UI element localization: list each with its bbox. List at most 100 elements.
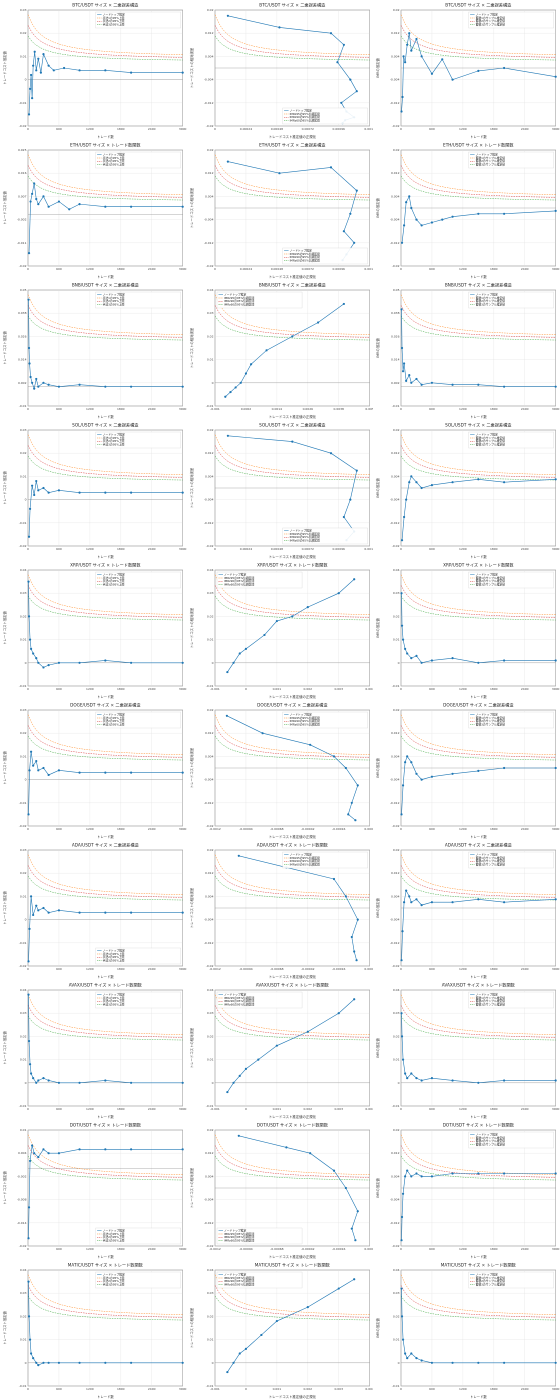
y-tick-label: -0.02 bbox=[19, 544, 27, 548]
y-tick-label: 0.02 bbox=[206, 1314, 213, 1318]
chart-title: AVAX/USDT サイズ × トレード数関数 bbox=[255, 982, 329, 989]
legend-label: IMRz60の95%信頼区間 bbox=[289, 118, 319, 122]
legend-label: ノードトップ推定 bbox=[103, 713, 125, 717]
data-point bbox=[37, 909, 40, 912]
data-point bbox=[27, 993, 30, 996]
x-tick-label: 0.0012 bbox=[364, 267, 373, 271]
y-tick-label: 0.02 bbox=[206, 148, 213, 152]
chart-panel: MATIC/USDT サイズ × トレード数関数 -0.001 0 0.001 0.00… bbox=[189, 1262, 374, 1399]
data-point bbox=[244, 372, 247, 375]
y-tick-label: 0.03 bbox=[393, 1291, 400, 1295]
data-point bbox=[554, 209, 558, 212]
data-point bbox=[28, 507, 32, 510]
y-tick-label: -0.02 bbox=[19, 264, 27, 268]
legend-label: ノードトップ推定 bbox=[476, 1133, 498, 1137]
plot-frame bbox=[214, 1269, 370, 1387]
data-point bbox=[29, 375, 32, 379]
y-tick-label: -0.004 bbox=[204, 78, 214, 82]
y-tick-label: -0.02 bbox=[392, 964, 400, 968]
data-point bbox=[554, 898, 558, 901]
x-tick-label: 1800 bbox=[490, 967, 498, 971]
chart-panel: ETH/USDT サイズ × トレード数関数 0 600 1200 1800 2400 30… bbox=[375, 142, 560, 279]
plot-frame bbox=[27, 989, 183, 1107]
data-point bbox=[130, 71, 133, 74]
x-tick-label: 1200 bbox=[459, 687, 467, 691]
y-tick-label: -0.002 bbox=[17, 1174, 27, 1178]
data-point bbox=[410, 901, 413, 904]
data-point bbox=[400, 1239, 403, 1242]
y-axis-label: IMRの推定値 bbox=[375, 1038, 380, 1058]
y-tick-label: 0.01 bbox=[206, 638, 213, 642]
x-axis-label: トレードコスト推定値の正規化 bbox=[268, 134, 316, 139]
reference-curve bbox=[214, 154, 370, 195]
data-point bbox=[35, 197, 38, 201]
x-tick-label: 0 bbox=[400, 267, 402, 271]
data-point bbox=[337, 592, 340, 595]
data-point bbox=[225, 714, 228, 717]
chart-title: MATIC/USDT サイズ × トレード数関数 bbox=[254, 1262, 330, 1269]
reference-curve bbox=[401, 1005, 556, 1038]
legend-label: ノードトップ推定 bbox=[289, 108, 311, 112]
plot-frame bbox=[401, 989, 557, 1107]
x-axis-label: トレード数 bbox=[470, 834, 488, 839]
data-point bbox=[554, 385, 558, 388]
data-point bbox=[42, 766, 45, 770]
data-point bbox=[78, 383, 81, 386]
legend-label: ノードトップ推定 bbox=[476, 1273, 498, 1277]
x-tick-label: 2400 bbox=[148, 267, 156, 271]
reference-curve bbox=[27, 14, 183, 55]
legend-label: IMRz95の95%信頼区間 bbox=[224, 1232, 254, 1236]
x-axis-label: トレードコスト推定値の正規化 bbox=[268, 1114, 316, 1119]
chart-title: XRP/USDT サイズ × トレード数関数 bbox=[257, 562, 328, 569]
data-point bbox=[37, 1079, 40, 1082]
legend-box bbox=[468, 571, 555, 589]
reference-curve bbox=[214, 14, 370, 55]
chart-panel: DOT/USDT サイズ × トレード数関数 0 600 1200 1800 2400 30… bbox=[2, 1122, 187, 1259]
chart-title: BTC/USDT サイズ × 二乗誤差構造 bbox=[446, 2, 513, 9]
legend-label: IMRz90の95%信頼区間 bbox=[289, 255, 319, 259]
data-point bbox=[441, 218, 444, 221]
x-tick-label: 0 bbox=[27, 1247, 29, 1251]
legend-label: IMRz95の95%信頼区間 bbox=[289, 112, 319, 116]
y-tick-label: 0.03 bbox=[20, 428, 27, 432]
y-tick-label: -0.02 bbox=[205, 264, 213, 268]
data-point bbox=[130, 385, 133, 388]
y-axis-label: IMRの推定値 bbox=[375, 198, 380, 218]
x-tick-label: 3000 bbox=[179, 407, 187, 411]
legend-label: ノードトップ推定 bbox=[289, 713, 311, 717]
x-tick-label: 2400 bbox=[521, 127, 529, 131]
x-tick-label: 2400 bbox=[148, 547, 156, 551]
legend-box bbox=[216, 571, 302, 589]
x-tick-label: 600 bbox=[429, 127, 435, 131]
y-tick-label: 0 bbox=[25, 918, 27, 922]
legend-box bbox=[468, 291, 555, 309]
legend-label: 蓄積1のサンプル推定値 bbox=[476, 1276, 506, 1280]
reference-curve bbox=[27, 714, 183, 755]
data-point bbox=[451, 901, 454, 904]
x-tick-label: 1200 bbox=[86, 967, 94, 971]
legend-label: ノードトップ推定 bbox=[103, 433, 125, 437]
chart-panel: ADA/USDT サイズ × 二乗誤差構造 0 600 1200 1800 2400 300… bbox=[2, 842, 187, 979]
data-point bbox=[249, 363, 252, 366]
x-tick-label: 1200 bbox=[86, 1107, 94, 1111]
x-tick-label: 0.003 bbox=[334, 1387, 343, 1391]
data-point bbox=[401, 346, 404, 350]
y-tick-label: -0.012 bbox=[204, 1221, 214, 1225]
y-tick-label: -0.004 bbox=[390, 78, 400, 82]
data-point bbox=[104, 69, 107, 72]
y-tick-label: 0.02 bbox=[206, 1034, 213, 1038]
y-tick-label: -0.012 bbox=[204, 941, 214, 945]
data-point bbox=[404, 61, 407, 64]
data-point bbox=[477, 1361, 480, 1364]
reference-curve bbox=[27, 1005, 183, 1038]
x-tick-label: 1800 bbox=[490, 687, 498, 691]
data-point bbox=[401, 1315, 404, 1318]
data-point bbox=[47, 664, 50, 667]
reference-curve bbox=[401, 1285, 556, 1318]
data-point bbox=[408, 195, 411, 198]
data-point bbox=[27, 298, 30, 301]
legend-label: IMRz90の95%信頼区間 bbox=[224, 299, 254, 303]
data-point bbox=[308, 743, 311, 746]
reference-curve bbox=[401, 25, 556, 58]
data-point bbox=[104, 385, 107, 388]
